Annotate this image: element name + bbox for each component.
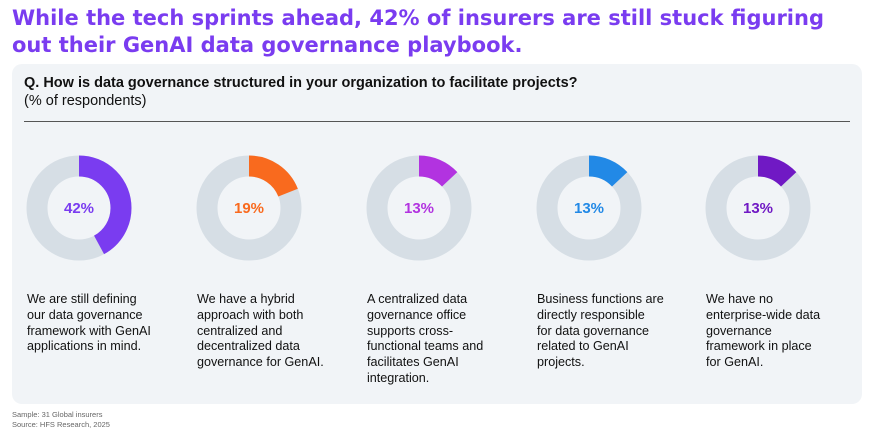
- donut-value-label: 19%: [234, 200, 264, 217]
- donut-description: We are still defining our data governanc…: [27, 292, 151, 354]
- donut-column: 13% We have no enterprise-wide data gover…: [704, 154, 854, 371]
- donut-chart: 13%: [366, 155, 472, 261]
- donut-column: 13% A centralized data governance office …: [365, 154, 515, 387]
- donut-description: A centralized data governance office sup…: [367, 292, 484, 385]
- donut-description: Business functions are directly responsi…: [537, 292, 664, 370]
- footer: Sample: 31 Global insurers Source: HFS R…: [12, 410, 110, 429]
- donut-column: 13% Business functions are directly respo…: [535, 154, 685, 371]
- donut-chart: 13%: [705, 155, 811, 261]
- divider: [24, 121, 850, 122]
- donut-description: We have no enterprise-wide data governan…: [706, 292, 821, 370]
- donut-slice: [705, 155, 811, 261]
- donut-slice: [536, 155, 642, 261]
- donut-slice: [196, 155, 302, 261]
- donut-description: We have a hybrid approach with both cent…: [197, 292, 324, 370]
- donut-column: 42% We are still defining our data govern…: [25, 154, 175, 355]
- footer-source: Source: HFS Research, 2025: [12, 419, 110, 429]
- donut-chart: 19%: [196, 155, 302, 261]
- donut-value-label: 42%: [64, 200, 94, 217]
- chart-card: Q. How is data governance structured in …: [12, 64, 862, 404]
- donut-column: 19% We have a hybrid approach with both c…: [195, 154, 345, 371]
- donut-value-label: 13%: [404, 200, 434, 217]
- donut-slice: [26, 155, 132, 261]
- footer-sample: Sample: 31 Global insurers: [12, 410, 103, 419]
- donut-value-label: 13%: [574, 200, 604, 217]
- donut-slice: [366, 155, 472, 261]
- donut-chart: 42%: [26, 155, 132, 261]
- donut-value-label: 13%: [743, 200, 773, 217]
- headline: While the tech sprints ahead, 42% of ins…: [12, 6, 824, 57]
- donut-chart: 13%: [536, 155, 642, 261]
- question-subtitle: (% of respondents): [24, 93, 147, 109]
- question-title: Q. How is data governance structured in …: [24, 75, 578, 91]
